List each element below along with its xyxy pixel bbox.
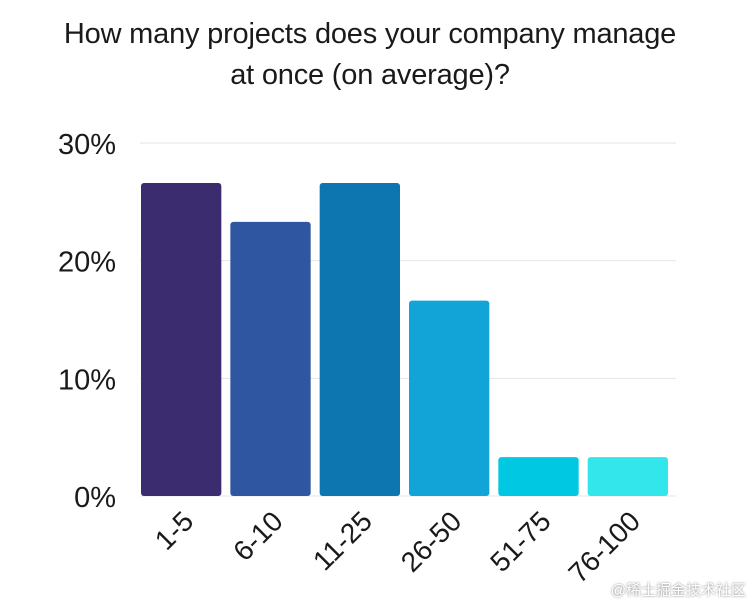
y-axis-tick-labels: 0% 10% 20% 30% [58, 129, 116, 514]
x-tick-label: 26-50 [395, 505, 468, 578]
chart-title: How many projects does your company mana… [0, 14, 740, 96]
y-tick-label: 0% [74, 482, 116, 514]
y-tick-label: 20% [58, 247, 116, 279]
x-tick-label: 6-10 [227, 505, 289, 567]
x-tick-label: 11-25 [307, 505, 378, 576]
bars [141, 183, 668, 497]
bar-6-10 [230, 221, 311, 496]
watermark-text: @稀土掘金技术社区 [610, 582, 746, 599]
bar-26-50 [409, 300, 490, 496]
y-tick-label: 10% [58, 364, 116, 396]
x-tick-label: 1-5 [149, 505, 200, 556]
x-tick-label: 76-100 [563, 505, 647, 589]
bar-11-25 [319, 183, 400, 497]
x-tick-label: 51-75 [484, 505, 557, 578]
bar-51-75 [498, 457, 579, 496]
gridlines [140, 142, 676, 497]
chart-title-line-2: at once (on average)? [230, 59, 510, 91]
x-axis-tick-labels: 1-5 6-10 11-25 26-50 51-75 76-100 [149, 505, 646, 589]
bar-1-5 [141, 183, 222, 497]
y-tick-label: 30% [58, 129, 116, 161]
chart-title-line-1: How many projects does your company mana… [63, 18, 677, 50]
bar-76-100 [587, 457, 668, 496]
